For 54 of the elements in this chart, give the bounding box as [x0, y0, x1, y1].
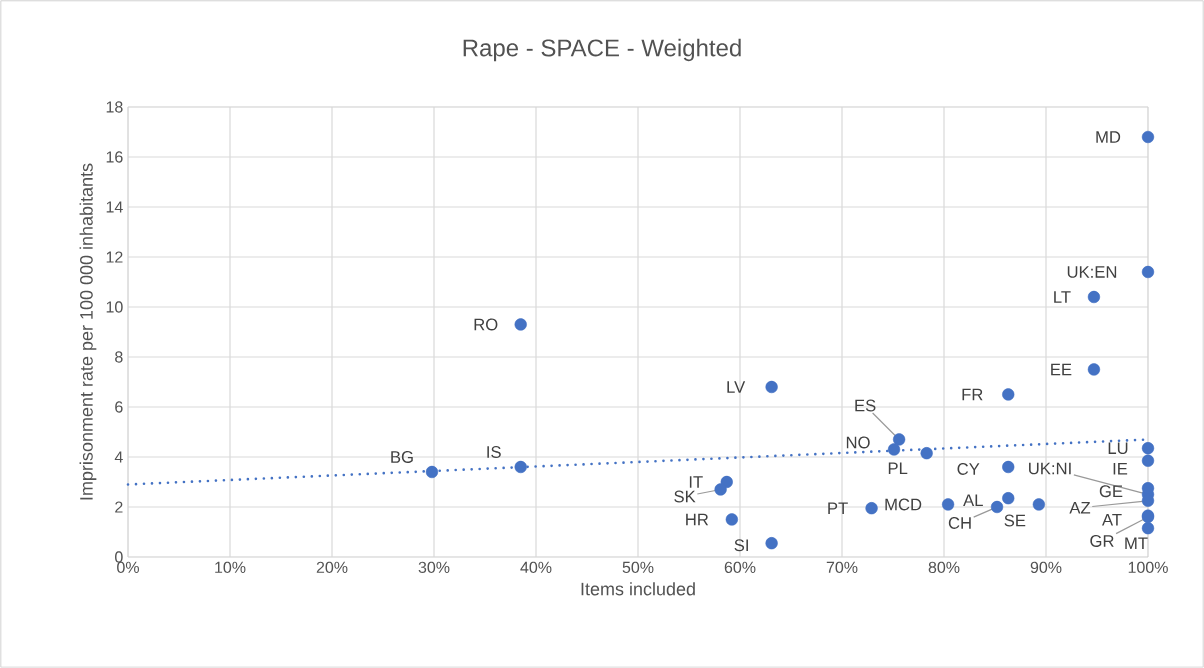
annotation: PL	[888, 462, 908, 474]
annotation: SI	[734, 539, 748, 552]
annotation: LU	[1108, 442, 1128, 455]
chart-title: Rape - SPACE - Weighted	[463, 38, 741, 62]
y-tick-label: 18	[106, 101, 123, 113]
x-tick-label: 90%	[1030, 561, 1062, 574]
annotation: CH	[948, 517, 971, 529]
annotation: MCD	[885, 498, 922, 511]
y-tick-label: 10	[106, 301, 123, 313]
x-tick-label: 10%	[215, 561, 246, 574]
x-tick-label: 50%	[622, 561, 654, 574]
annotation: MT	[1125, 537, 1148, 549]
x-tick-label: 60%	[724, 561, 756, 574]
annotation: AZ	[1069, 502, 1091, 514]
y-tick-label: 16	[106, 151, 123, 163]
y-tick-label: 2	[115, 501, 123, 513]
annotation: UK:NI	[1029, 462, 1071, 475]
annotation: IT	[689, 476, 703, 488]
x-tick-label: 0%	[117, 561, 139, 574]
y-tick-label: 12	[106, 251, 123, 263]
y-tick-label: 14	[106, 201, 123, 213]
annotation: BG	[391, 451, 413, 463]
annotation: LT	[1054, 291, 1071, 303]
annotation: IE	[1113, 463, 1128, 475]
annotation: EE	[1051, 363, 1072, 376]
y-axis-title: Imprisonment rate per 100 000 inhabitants	[79, 163, 97, 500]
annotation: AT	[1102, 514, 1122, 526]
y-tick-label: 0	[115, 551, 123, 563]
annotation: LV	[727, 381, 746, 393]
annotation: FR	[962, 388, 983, 401]
annotation: ES	[855, 399, 876, 412]
y-tick-label: 6	[115, 401, 123, 413]
x-tick-label: 20%	[316, 561, 348, 574]
y-tick-label: 4	[114, 451, 123, 463]
annotation: MD	[1096, 131, 1121, 143]
annotation: HR	[686, 513, 709, 526]
x-axis-title: Items included	[581, 582, 695, 596]
annotation: SE	[1004, 514, 1026, 527]
annotation: AL	[963, 494, 983, 506]
x-tick-label: 70%	[826, 561, 858, 574]
annotation: NO	[846, 436, 870, 449]
annotation: RO	[474, 318, 498, 331]
annotation: GE	[1099, 485, 1123, 498]
annotation: IS	[487, 446, 501, 458]
y-tick-label: 8	[115, 351, 123, 363]
annotation: SK	[674, 490, 696, 503]
x-tick-label: 100%	[1128, 561, 1168, 574]
annotation: UK:EN	[1067, 266, 1117, 278]
x-tick-label: 40%	[520, 561, 552, 574]
x-tick-label: 30%	[418, 561, 450, 574]
annotation: GR	[1090, 535, 1114, 547]
annotation: PT	[828, 502, 848, 514]
annotation: CY	[957, 463, 980, 475]
x-tick-label: 80%	[928, 561, 960, 574]
